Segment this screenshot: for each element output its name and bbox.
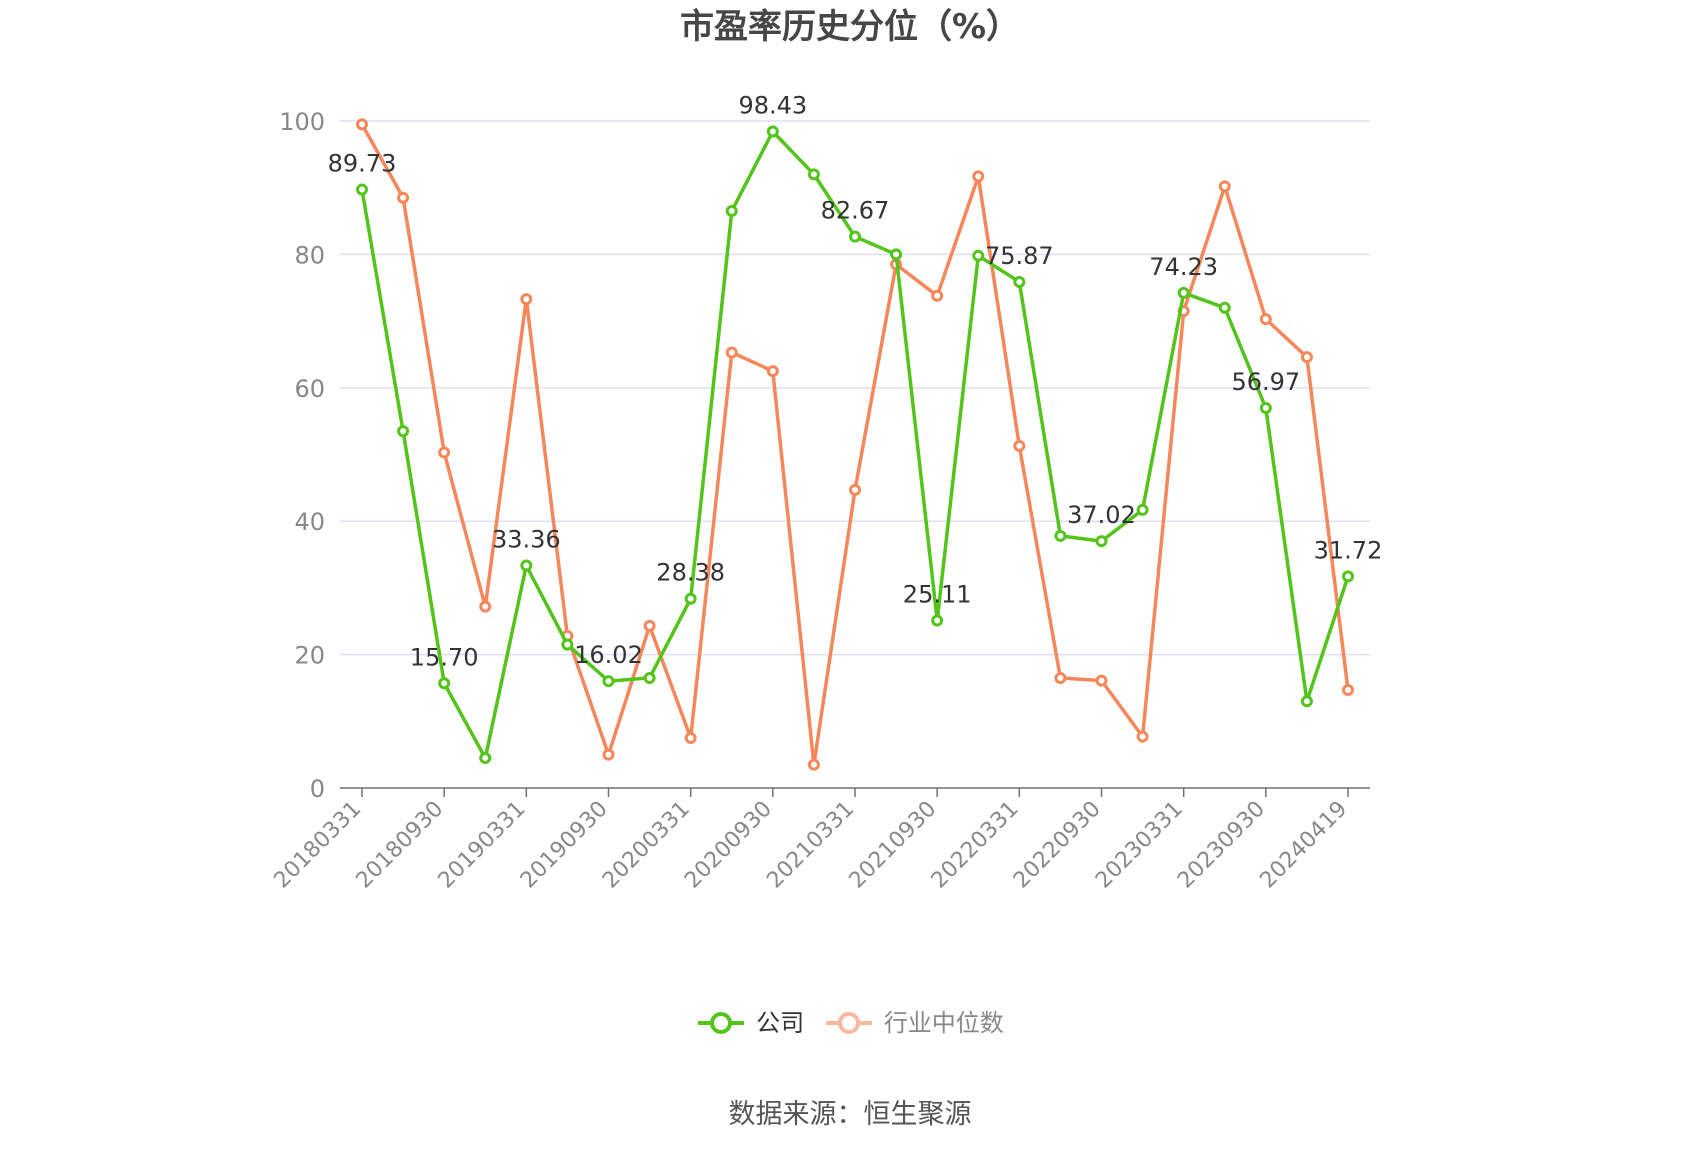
series-company-point <box>807 168 820 181</box>
legend-company-marker-icon <box>698 1012 745 1034</box>
series-company-point <box>766 125 779 138</box>
series-industry-point <box>1095 674 1108 687</box>
series-company-point <box>1054 529 1067 542</box>
series-company-point <box>1136 503 1149 516</box>
legend-label-company: 公司 <box>756 1009 805 1037</box>
series-lines <box>356 118 1354 771</box>
y-tick-label: 20 <box>294 642 325 670</box>
series-industry-point <box>356 118 368 131</box>
series-company-point <box>1259 402 1272 415</box>
series-industry-point <box>684 731 697 744</box>
y-axis-tick-labels: 0 20 40 60 80 100 <box>279 108 325 803</box>
series-industry-point <box>438 446 451 459</box>
y-tick-label: 0 <box>310 775 325 803</box>
data-label: 89.73 <box>328 150 397 178</box>
data-label: 37.02 <box>1067 501 1136 529</box>
x-tick-label: 20180331 <box>269 797 366 894</box>
data-label: 31.72 <box>1314 536 1383 564</box>
series-company-point <box>520 559 533 572</box>
series-company-point <box>643 671 656 684</box>
y-tick-label: 60 <box>294 375 325 403</box>
legend-industry-marker-icon <box>825 1012 872 1034</box>
series-industry-point <box>766 365 779 378</box>
series-company-point <box>725 205 738 218</box>
source-note: 数据来源：恒生聚源 <box>728 1099 972 1130</box>
data-label: 15.70 <box>410 643 479 671</box>
series-industry-point <box>1300 351 1313 364</box>
series-company-point <box>356 183 368 196</box>
data-labels: 89.73 15.70 33.36 16.02 28.38 98.43 82.67 25.11… <box>328 91 1383 671</box>
x-tick-label: 20220930 <box>1009 797 1106 894</box>
x-tick-label: 20190930 <box>516 797 613 894</box>
y-tick-label: 40 <box>294 508 325 536</box>
legend: 公司 行业中位数 <box>0 1005 1700 1045</box>
legend-label-industry: 行业中位数 <box>883 1009 1004 1037</box>
x-tick-label: 20200331 <box>598 797 695 894</box>
series-company-point <box>849 230 861 243</box>
series-company-point <box>1095 535 1108 548</box>
series-company-point <box>1177 286 1190 299</box>
x-axis <box>340 787 1370 797</box>
series-company-point <box>1342 570 1354 583</box>
data-label: 33.36 <box>492 525 561 553</box>
series-industry-point <box>931 289 944 302</box>
series-company-point <box>438 677 451 690</box>
data-label: 28.38 <box>656 559 725 587</box>
series-industry-point <box>397 191 410 204</box>
series-industry-point <box>972 170 985 183</box>
series-company-point <box>397 425 410 438</box>
series-company-point <box>602 675 615 688</box>
data-label: 56.97 <box>1231 368 1300 396</box>
series-company-point <box>890 248 903 261</box>
series-company-point <box>561 638 574 651</box>
series-industry-point <box>479 600 492 613</box>
data-label: 82.67 <box>821 197 890 225</box>
grid-lines <box>340 120 1370 656</box>
series-industry-point <box>520 293 533 306</box>
series-industry-point <box>602 748 615 761</box>
series-company-point <box>1013 275 1026 288</box>
x-tick-label: 20230930 <box>1173 797 1270 894</box>
data-label: 75.87 <box>985 242 1054 270</box>
series-company-point <box>1300 695 1313 708</box>
series-industry-point <box>643 619 656 632</box>
x-tick-label: 20230331 <box>1091 797 1188 894</box>
x-tick-label: 20200930 <box>680 797 777 894</box>
series-company-point <box>479 751 492 764</box>
x-tick-label: 20190331 <box>434 797 531 894</box>
series-industry-point <box>807 758 820 771</box>
x-tick-label: 20240419 <box>1255 797 1352 894</box>
series-company-point <box>972 249 985 262</box>
series-industry-point <box>849 483 861 496</box>
legend-item-company[interactable]: 公司 <box>696 1005 804 1041</box>
series-company-point <box>684 592 697 605</box>
series-industry-point <box>1259 313 1272 326</box>
x-tick-label: 20210331 <box>762 797 859 894</box>
data-label: 16.02 <box>574 641 643 669</box>
series-industry-point <box>1218 180 1231 193</box>
series-industry-point <box>1342 683 1354 696</box>
series-industry-point <box>1054 671 1067 684</box>
y-tick-label: 100 <box>279 108 325 136</box>
series-company <box>356 125 1354 764</box>
data-label: 98.43 <box>738 91 807 119</box>
chart-title: 市盈率历史分位（%） <box>679 7 1021 47</box>
series-industry-point <box>1136 730 1149 743</box>
data-label: 25.11 <box>903 581 972 609</box>
series-company-line <box>360 129 1350 760</box>
data-label: 74.23 <box>1149 253 1218 281</box>
x-tick-label: 20180930 <box>352 797 449 894</box>
x-tick-label: 20220331 <box>927 797 1024 894</box>
x-axis-tick-labels: 2018033120180930201903312019093020200331… <box>269 797 1352 894</box>
y-tick-label: 80 <box>294 241 325 269</box>
x-tick-label: 20210930 <box>845 797 942 894</box>
series-company-point <box>1218 301 1231 314</box>
series-industry-point <box>1013 439 1026 452</box>
series-company-point <box>931 614 944 627</box>
series-industry-point <box>725 346 738 359</box>
legend-item-industry[interactable]: 行业中位数 <box>824 1005 1004 1041</box>
